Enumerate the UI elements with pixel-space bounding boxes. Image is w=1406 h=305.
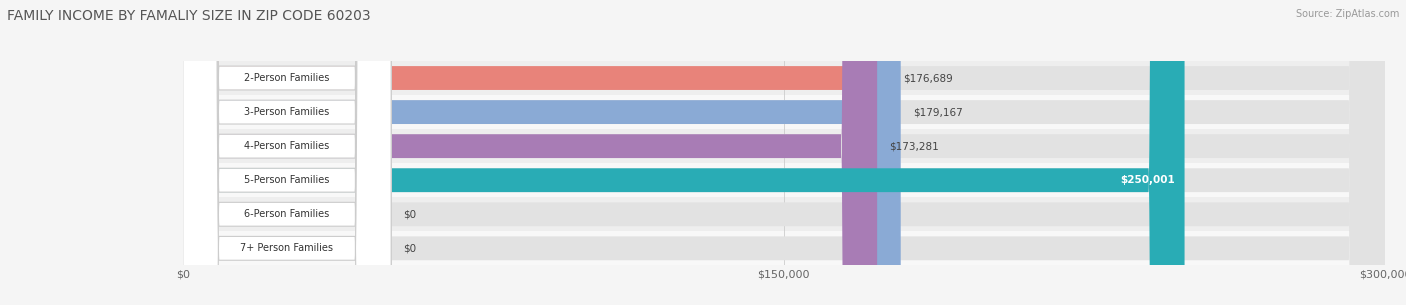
FancyBboxPatch shape xyxy=(183,0,1385,305)
FancyBboxPatch shape xyxy=(183,0,877,305)
Text: 7+ Person Families: 7+ Person Families xyxy=(240,243,333,253)
FancyBboxPatch shape xyxy=(183,95,1385,129)
FancyBboxPatch shape xyxy=(183,0,1385,305)
FancyBboxPatch shape xyxy=(183,0,1385,305)
Text: 5-Person Families: 5-Person Families xyxy=(245,175,329,185)
FancyBboxPatch shape xyxy=(183,0,391,305)
Text: $179,167: $179,167 xyxy=(912,107,963,117)
Text: 6-Person Families: 6-Person Families xyxy=(245,209,329,219)
Text: Source: ZipAtlas.com: Source: ZipAtlas.com xyxy=(1295,9,1399,19)
Text: $176,689: $176,689 xyxy=(903,73,952,83)
FancyBboxPatch shape xyxy=(183,0,891,305)
FancyBboxPatch shape xyxy=(183,129,1385,163)
FancyBboxPatch shape xyxy=(183,0,1185,305)
Text: FAMILY INCOME BY FAMALIY SIZE IN ZIP CODE 60203: FAMILY INCOME BY FAMALIY SIZE IN ZIP COD… xyxy=(7,9,371,23)
Text: 4-Person Families: 4-Person Families xyxy=(245,141,329,151)
Text: 3-Person Families: 3-Person Families xyxy=(245,107,329,117)
FancyBboxPatch shape xyxy=(183,231,1385,265)
Text: $173,281: $173,281 xyxy=(889,141,939,151)
FancyBboxPatch shape xyxy=(183,0,1385,305)
FancyBboxPatch shape xyxy=(183,0,1385,305)
FancyBboxPatch shape xyxy=(183,0,391,305)
FancyBboxPatch shape xyxy=(183,0,1385,305)
FancyBboxPatch shape xyxy=(183,0,391,305)
FancyBboxPatch shape xyxy=(183,61,1385,95)
Text: $0: $0 xyxy=(404,209,416,219)
FancyBboxPatch shape xyxy=(183,163,1385,197)
Text: $250,001: $250,001 xyxy=(1119,175,1174,185)
FancyBboxPatch shape xyxy=(183,0,391,305)
FancyBboxPatch shape xyxy=(183,0,901,305)
FancyBboxPatch shape xyxy=(183,197,1385,231)
Text: $0: $0 xyxy=(404,243,416,253)
FancyBboxPatch shape xyxy=(183,0,391,305)
Text: 2-Person Families: 2-Person Families xyxy=(245,73,329,83)
FancyBboxPatch shape xyxy=(183,0,391,305)
